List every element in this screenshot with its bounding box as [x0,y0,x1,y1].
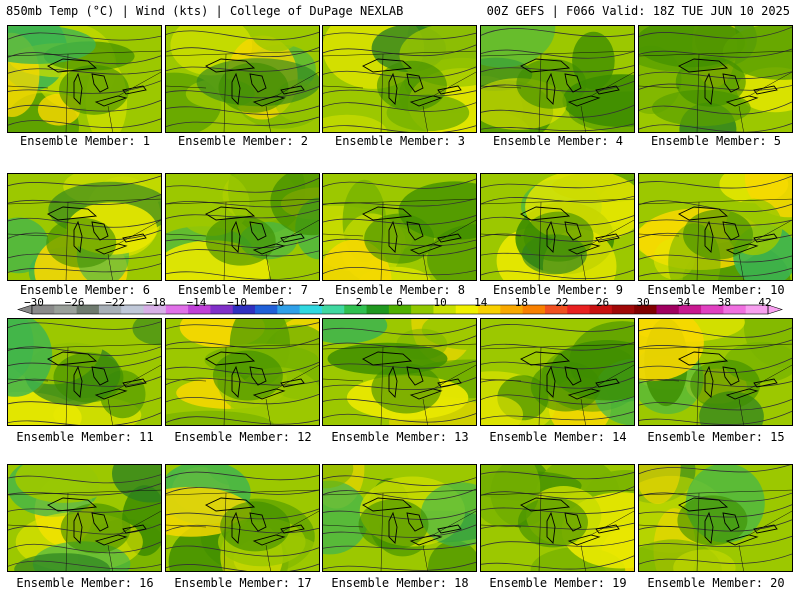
ensemble-member-map [322,464,477,572]
colorbar-tick-label: 6 [396,296,403,309]
ensemble-member-label: Ensemble Member: 20 [647,576,785,590]
colorbar-segment [54,305,78,314]
ensemble-member-map [638,318,793,426]
colorbar-segment [478,305,501,314]
colorbar-tick-label: 22 [555,296,569,309]
colorbar-tick-label: −22 [105,296,126,309]
colorbar-segment [634,305,657,314]
colorbar-segment [32,305,55,314]
ensemble-member-label: Ensemble Member: 3 [334,134,466,148]
header-right-run-info: 00Z GEFS | F066 Valid: 18Z TUE JUN 10 20… [486,4,790,18]
colorbar-tick-label: −30 [24,296,44,309]
colorbar-segment [366,305,390,314]
colorbar-segment [255,305,278,314]
colorbar-segment [567,305,591,314]
ensemble-member-label: Ensemble Member: 15 [647,430,785,444]
colorbar-tick-label: 38 [717,296,731,309]
ensemble-member-label: Ensemble Member: 12 [174,430,312,444]
ensemble-member-label: Ensemble Member: 5 [650,134,782,148]
colorbar-segment [678,305,702,314]
colorbar-segment [121,305,145,314]
colorbar-tick-label: −6 [271,296,285,309]
colorbar-segment [433,305,457,314]
colorbar-segment [745,305,769,314]
colorbar-tick-label: 26 [595,296,610,309]
temperature-colorbar [17,304,783,315]
colorbar-tick-label: −18 [145,296,166,309]
ensemble-member-label: Ensemble Member: 6 [19,283,151,297]
ensemble-member-map [165,464,320,572]
colorbar-tick-label: −14 [186,296,207,309]
ensemble-member-map [165,173,320,281]
colorbar-segment [232,305,256,314]
ensemble-member-label: Ensemble Member: 10 [647,283,785,297]
ensemble-member-label: Ensemble Member: 14 [489,430,627,444]
colorbar-segment [98,305,122,314]
colorbar-segment [165,305,189,314]
colorbar-segment [388,305,412,314]
ensemble-member-label: Ensemble Member: 19 [489,576,627,590]
ensemble-member-map [7,173,162,281]
ensemble-member-label: Ensemble Member: 17 [174,576,312,590]
ensemble-member-label: Ensemble Member: 1 [19,134,151,148]
ensemble-member-map [7,464,162,572]
colorbar-segment [188,305,211,314]
colorbar-segment [455,305,479,314]
colorbar-segment [76,305,100,314]
colorbar-segment [656,305,680,314]
ensemble-member-map [480,25,635,133]
ensemble-member-label: Ensemble Member: 13 [331,430,469,444]
ensemble-member-map [480,173,635,281]
colorbar-segment [344,305,368,314]
colorbar-segment [723,305,747,314]
ensemble-member-label: Ensemble Member: 18 [331,576,469,590]
ensemble-member-map [165,25,320,133]
ensemble-member-label: Ensemble Member: 16 [16,576,154,590]
ensemble-member-map [165,318,320,426]
colorbar-segment [299,305,323,314]
ensemble-member-label: Ensemble Member: 11 [16,430,154,444]
colorbar-tick-label: 10 [433,296,447,309]
colorbar-segment [143,305,167,314]
colorbar-segment [210,305,234,314]
ensemble-member-map [638,464,793,572]
ensemble-member-map [322,173,477,281]
ensemble-member-map [480,464,635,572]
ensemble-member-map [638,25,793,133]
colorbar-tick-label: 14 [474,296,488,309]
colorbar-segment [522,305,546,314]
colorbar-tick-label: 42 [758,296,772,309]
ensemble-member-map [480,318,635,426]
ensemble-member-map [322,25,477,133]
colorbar-segment [277,305,301,314]
colorbar-segment [411,305,434,314]
ensemble-member-map [7,318,162,426]
colorbar-tick-label: 2 [355,296,363,309]
colorbar-tick-label: −26 [64,296,85,309]
ensemble-member-label: Ensemble Member: 7 [177,283,309,297]
colorbar-segment [321,305,345,314]
colorbar-segment [544,305,568,314]
colorbar-segment [500,305,524,314]
colorbar-segment [589,305,613,314]
colorbar-tick-label: −10 [227,296,247,309]
colorbar-segment [611,305,635,314]
ensemble-member-label: Ensemble Member: 4 [492,134,624,148]
ensemble-member-map [638,173,793,281]
ensemble-member-label: Ensemble Member: 2 [177,134,309,148]
ensemble-member-map [7,25,162,133]
colorbar-segment [701,305,724,314]
colorbar-tick-label: −2 [311,296,325,309]
ensemble-member-label: Ensemble Member: 8 [334,283,466,297]
colorbar-tick-label: 30 [636,296,650,309]
header-left-title: 850mb Temp (°C) | Wind (kts) | College o… [6,4,404,18]
colorbar-tick-label: 34 [677,296,691,309]
ensemble-member-label: Ensemble Member: 9 [492,283,624,297]
colorbar-tick-label: 18 [514,296,528,309]
ensemble-member-map [322,318,477,426]
